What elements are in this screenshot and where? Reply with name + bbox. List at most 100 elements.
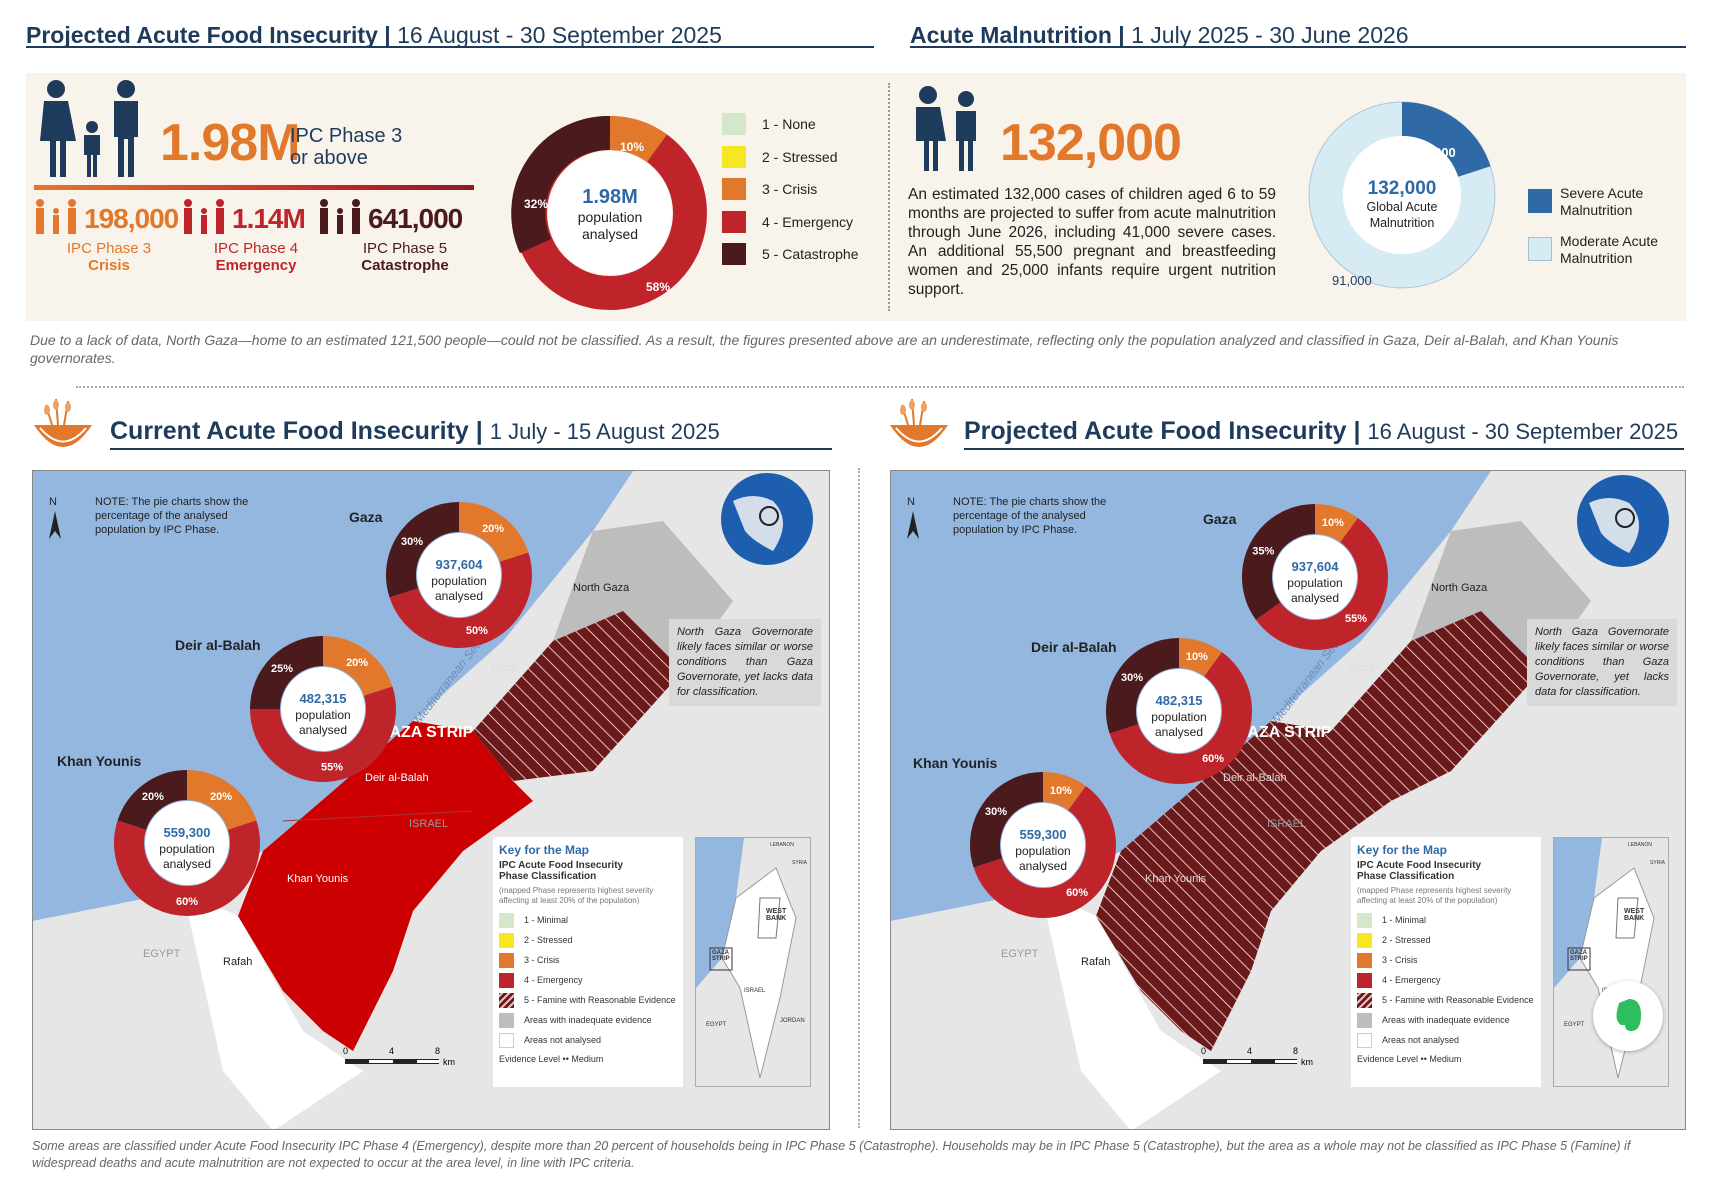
pie-pop: 559,300 (1020, 827, 1067, 842)
data-note: Due to a lack of data, North Gaza—home t… (30, 332, 1619, 366)
svg-text:ISRAEL: ISRAEL (1267, 818, 1306, 830)
pie-segment-crisis (1314, 504, 1358, 543)
pie-l1: population (159, 842, 214, 856)
evernote-icon[interactable] (1593, 981, 1663, 1051)
pie-segment-catastrophe (1106, 638, 1180, 734)
scale-km: km (443, 1057, 455, 1067)
pie-segment-catastrophe (386, 502, 460, 598)
north-gaza-note: North Gaza Governorate likely faces simi… (669, 619, 821, 706)
pie-segment-catastrophe (1242, 504, 1316, 620)
people-icon (184, 199, 224, 234)
bowl-icon (890, 398, 948, 447)
scale-4: 4 (389, 1046, 394, 1056)
phase4-value: 1.14M (232, 203, 306, 234)
pie-pct-crisis: 20% (482, 523, 504, 535)
pie-pct-crisis: 10% (1186, 651, 1208, 663)
scale-bar: 0 4 8 km (343, 1046, 455, 1067)
food-donut-pct-crisis: 10% (620, 140, 644, 154)
map-note: NOTE: The pie charts show the percentage… (953, 496, 1107, 536)
north-label: N (49, 496, 57, 508)
pie-pct-catastrophe: 30% (401, 536, 423, 548)
phase4-name: Emergency (215, 257, 297, 274)
pie-l2: analysed (435, 589, 483, 603)
pie-l1: population (1287, 576, 1342, 590)
mal-donut-l2: Malnutrition (1370, 216, 1435, 230)
food-legend-4: 4 - Emergency (722, 211, 853, 233)
pie-l2: analysed (1291, 591, 1339, 605)
svg-text:N: N (907, 496, 915, 508)
phase5-value: 641,000 (368, 203, 463, 234)
food-donut-pct-emergency: 58% (646, 280, 670, 294)
egypt-label: EGYPT (143, 948, 181, 960)
mal-donut-l1: Global Acute (1367, 200, 1438, 214)
pie-segment-catastrophe (117, 770, 188, 831)
pie-pct-crisis: 20% (346, 657, 368, 669)
projected-map-header: Projected Acute Food Insecurity | 16 Aug… (964, 416, 1684, 450)
projected-map: Mediterranean Sea North Gaza Gaza GAZA S… (890, 470, 1686, 1130)
svg-text:Rafah: Rafah (1081, 956, 1110, 968)
svg-text:North Gaza: North Gaza (1431, 582, 1488, 594)
pie-pct-catastrophe: 20% (142, 791, 164, 803)
current-map: Mediterranean Sea North Gaza Gaza GAZA S… (32, 470, 830, 1130)
current-map-header: Current Acute Food Insecurity | 1 July -… (110, 416, 832, 450)
pie-pop: 937,604 (436, 557, 484, 572)
pie-deir-name: Deir al-Balah (175, 637, 261, 653)
pie-pct-emergency: 60% (1202, 753, 1224, 765)
pie-l2: analysed (1155, 725, 1203, 739)
phase3-label: IPC Phase 3 (66, 240, 152, 257)
children-icon (916, 86, 976, 171)
pie-pop: 937,604 (1292, 559, 1340, 574)
pie-pct-catastrophe: 35% (1252, 546, 1274, 558)
gaza-strip-label: GAZA STRIP (377, 724, 474, 741)
north-gaza-label: North Gaza (573, 582, 630, 594)
pie-gaza-name: Gaza (349, 509, 383, 525)
pie-pop: 559,300 (164, 825, 211, 840)
pie-pct-emergency: 60% (1066, 887, 1088, 899)
gradient-bar (34, 185, 474, 190)
north-gaza-note: North Gaza Governorate likely faces simi… (1527, 619, 1677, 706)
svg-text:Khan Younis: Khan Younis (1145, 873, 1207, 885)
scale-0: 0 (343, 1046, 348, 1056)
svg-text:km: km (1301, 1057, 1313, 1067)
pie-pct-emergency: 60% (176, 896, 198, 908)
food-total: 1.98M (160, 114, 301, 172)
phase5-block: 641,000 IPC Phase 5 Catastrophe (316, 199, 476, 274)
mal-legend-moderate: Moderate Acute Malnutrition (1528, 233, 1658, 267)
pie-segment-emergency (973, 785, 1116, 918)
pie-pct-crisis: 10% (1050, 785, 1072, 797)
pie-l2: analysed (1019, 859, 1067, 873)
phase3-block: 198,000 IPC Phase 3 Crisis (32, 199, 179, 274)
pie-segment-emergency (1109, 651, 1252, 784)
food-donut: 1.98M population analysed 10% 58% 32% (511, 116, 707, 310)
pie-gaza-name: Gaza (1203, 511, 1237, 527)
malnutrition-text: An estimated 132,000 cases of children a… (908, 186, 1276, 298)
pie-segment-catastrophe (970, 772, 1044, 868)
svg-text:EGYPT: EGYPT (1001, 948, 1039, 960)
pie-l1: population (1151, 710, 1206, 724)
food-donut-value: 1.98M (582, 186, 638, 208)
pie-khan-name: Khan Younis (913, 755, 998, 771)
pie-pct-emergency: 50% (466, 625, 488, 637)
north-arrow-icon (49, 511, 61, 539)
phase5-name: Catastrophe (361, 257, 449, 274)
donut-segment-severe (1401, 102, 1491, 178)
mal-legend-severe: Severe Acute Malnutrition (1528, 185, 1643, 219)
food-total-label: IPC Phase 3 or above (290, 125, 403, 169)
malnutrition-donut: 132,000 Global Acute Malnutrition 41,000… (1308, 101, 1496, 289)
phase3-value: 198,000 (84, 203, 179, 234)
pie-l1: population (1015, 844, 1070, 858)
pie-segment-crisis (458, 502, 529, 563)
pie-segment-emergency (1255, 517, 1388, 650)
footnote: Some areas are classified under Acute Fo… (32, 1139, 1631, 1170)
family-icon (40, 80, 138, 177)
phase4-block: 1.14M IPC Phase 4 Emergency (180, 199, 320, 274)
svg-text:0: 0 (1201, 1046, 1206, 1056)
north-arrow-icon (907, 511, 919, 539)
map-key: Key for the Map IPC Acute Food Insecurit… (493, 837, 683, 1087)
map-key: Key for the Map IPC Acute Food Insecurit… (1351, 837, 1541, 1087)
gaza-area (473, 611, 683, 781)
